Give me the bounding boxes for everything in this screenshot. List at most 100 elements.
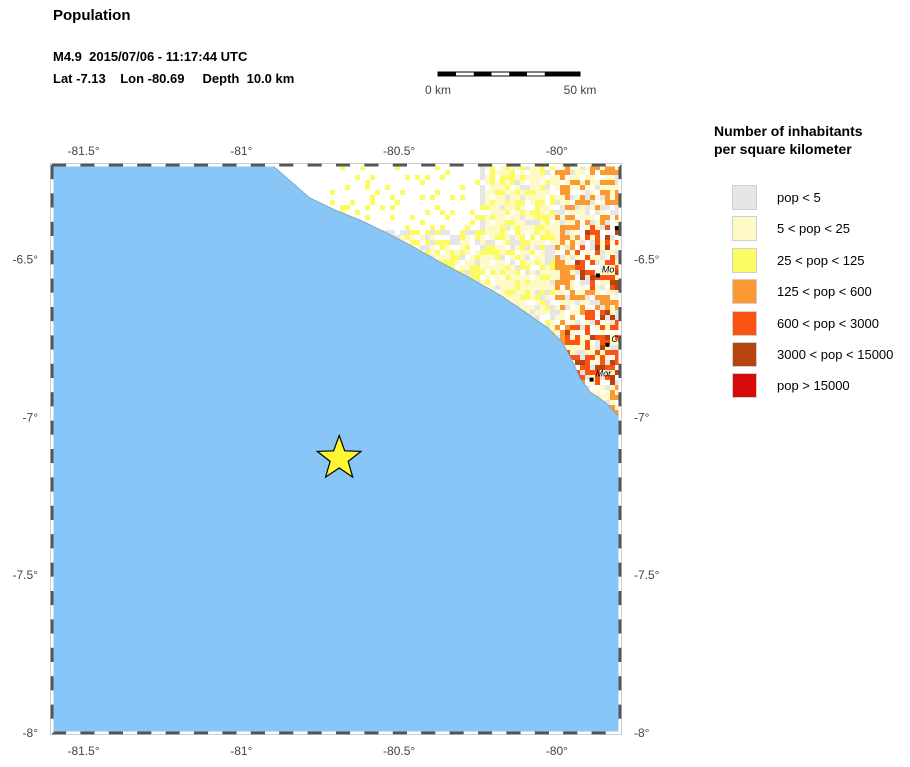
population-cell: [510, 215, 515, 220]
population-cell: [530, 240, 535, 245]
population-cell: [465, 270, 470, 275]
population-cell: [355, 210, 360, 215]
population-cell: [520, 220, 525, 225]
population-cell: [595, 275, 600, 280]
population-cell: [615, 190, 620, 195]
population-cell: [600, 220, 605, 225]
population-cell: [500, 205, 505, 210]
population-cell: [585, 280, 590, 285]
population-cell: [545, 230, 550, 235]
population-cell: [365, 180, 370, 185]
population-cell: [410, 235, 415, 240]
population-cell: [500, 260, 505, 265]
population-cell: [600, 280, 605, 285]
population-cell: [600, 355, 605, 360]
population-cell: [445, 260, 450, 265]
population-cell: [565, 330, 570, 335]
population-cell: [515, 200, 520, 205]
population-cell: [495, 185, 500, 190]
population-cell: [570, 280, 575, 285]
population-cell: [590, 180, 595, 185]
population-cell: [565, 220, 570, 225]
legend-swatch: [732, 373, 757, 399]
population-cell: [470, 270, 475, 275]
legend-item: 125 < pop < 600: [732, 279, 910, 305]
population-cell: [585, 355, 590, 360]
population-cell: [525, 260, 530, 265]
population-cell: [500, 170, 505, 175]
population-cell: [540, 165, 545, 170]
population-cell: [515, 280, 520, 285]
population-cell: [520, 240, 525, 245]
population-cell: [375, 190, 380, 195]
population-cell: [580, 165, 585, 170]
population-cell: [550, 175, 555, 180]
population-cell: [610, 405, 615, 410]
population-cell: [555, 260, 560, 265]
population-cell: [585, 340, 590, 345]
population-cell: [570, 340, 575, 345]
population-cell: [480, 265, 485, 270]
population-cell: [575, 290, 580, 295]
population-cell: [590, 205, 595, 210]
population-cell: [545, 185, 550, 190]
population-cell: [570, 205, 575, 210]
population-cell: [580, 365, 585, 370]
coordinate-tick-label: -80°: [546, 744, 568, 758]
population-cell: [580, 185, 585, 190]
population-cell: [610, 240, 615, 245]
population-cell: [415, 175, 420, 180]
population-cell: [570, 270, 575, 275]
population-cell: [560, 270, 565, 275]
population-cell: [535, 270, 540, 275]
population-cell: [580, 265, 585, 270]
population-cell: [395, 235, 400, 240]
population-cell: [540, 280, 545, 285]
population-cell: [605, 300, 610, 305]
population-cell: [505, 270, 510, 275]
population-cell: [555, 245, 560, 250]
population-cell: [465, 225, 470, 230]
population-cell: [495, 205, 500, 210]
population-cell: [470, 275, 475, 280]
population-cell: [615, 295, 620, 300]
population-cell: [505, 250, 510, 255]
population-cell: [565, 265, 570, 270]
population-cell: [605, 185, 610, 190]
population-cell: [500, 180, 505, 185]
population-cell: [540, 225, 545, 230]
population-cell: [550, 280, 555, 285]
population-cell: [540, 175, 545, 180]
population-cell: [490, 285, 495, 290]
population-cell: [565, 345, 570, 350]
population-cell: [555, 195, 560, 200]
coordinate-labels: -81.5° -81.5° -81° -81° -80.5° -80.5° -80° -80°…: [13, 144, 660, 758]
population-cell: [570, 180, 575, 185]
population-cell: [585, 235, 590, 240]
population-cell: [515, 265, 520, 270]
population-cell: [575, 250, 580, 255]
population-cell: [505, 190, 510, 195]
population-cell: [530, 210, 535, 215]
population-cell: [445, 230, 450, 235]
population-cell: [575, 350, 580, 355]
population-cell: [540, 300, 545, 305]
population-cell: [570, 295, 575, 300]
population-cell: [560, 320, 565, 325]
population-cell: [600, 245, 605, 250]
population-cell: [525, 220, 530, 225]
population-cell: [525, 310, 530, 315]
population-cell: [615, 325, 620, 330]
legend-item: pop < 5: [732, 185, 910, 210]
population-cell: [610, 310, 615, 315]
population-cell: [410, 230, 415, 235]
legend-item: 25 < pop < 125: [732, 247, 910, 273]
population-cell: [600, 270, 605, 275]
population-cell: [425, 245, 430, 250]
population-cell: [610, 285, 615, 290]
population-cell: [580, 280, 585, 285]
population-cell: [460, 230, 465, 235]
population-cell: [465, 240, 470, 245]
legend-item: 5 < pop < 25: [732, 216, 910, 242]
population-cell: [505, 220, 510, 225]
